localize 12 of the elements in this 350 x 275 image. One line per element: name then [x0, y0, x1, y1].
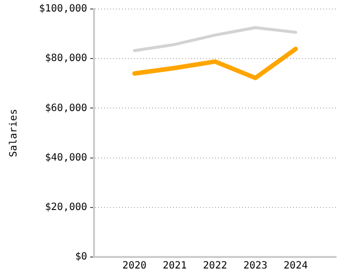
y-tick-label: $80,000 — [45, 53, 88, 64]
y-tick-label: $40,000 — [45, 152, 88, 164]
y-tick-label: $0 — [75, 252, 88, 263]
x-tick-label: 2022 — [203, 260, 228, 272]
x-tick-label: 2020 — [122, 260, 147, 272]
y-tick-label: $60,000 — [45, 102, 88, 114]
y-axis-title: Salaries — [8, 108, 20, 158]
x-tick-label: 2021 — [162, 260, 187, 272]
y-tick-label: $100,000 — [38, 4, 88, 15]
y-tick-label: $20,000 — [45, 202, 88, 213]
x-tick-label: 2024 — [284, 260, 308, 272]
x-tick-label: 2023 — [243, 260, 268, 272]
